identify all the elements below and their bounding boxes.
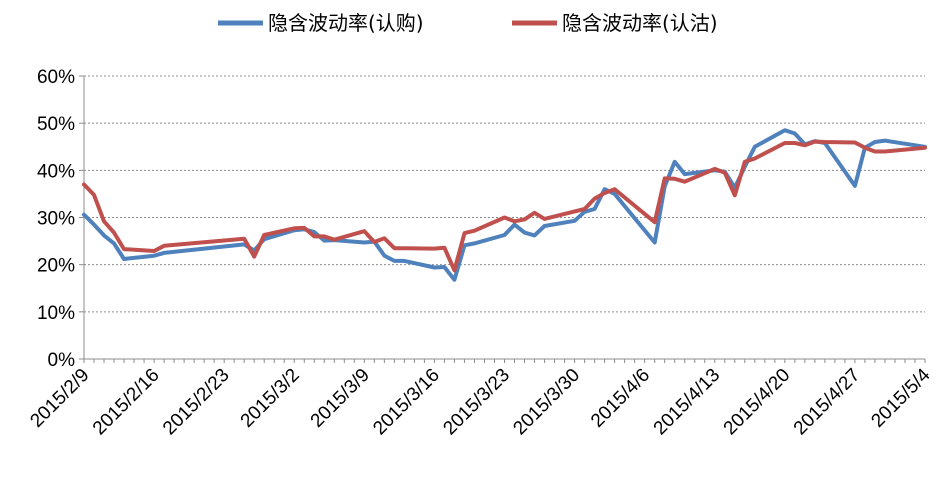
y-tick-label: 0% [48, 350, 76, 371]
x-tick-label: 2015/4/6 [587, 365, 654, 432]
x-tick-label: 2015/3/9 [307, 365, 374, 432]
y-axis: 0% 10% 20% 30% 40% 50% 60% [37, 67, 85, 371]
series-line-put [82, 139, 927, 273]
y-tick-label: 40% [37, 161, 75, 182]
y-tick-label: 60% [37, 67, 75, 88]
x-tick-label: 2015/3/16 [369, 365, 444, 440]
x-tick-label: 2015/5/4 [867, 364, 934, 431]
x-tick-label: 2015/3/30 [509, 365, 584, 440]
legend-label: 隐含波动率(认购) [268, 11, 424, 35]
x-tick-label: 2015/2/23 [159, 365, 234, 440]
y-tick-label: 30% [37, 209, 75, 230]
x-tick-label: 2015/3/2 [237, 365, 304, 432]
series-line-call [82, 128, 927, 282]
legend: 隐含波动率(认购) 隐含波动率(认沽) [218, 11, 718, 35]
y-tick-label: 20% [37, 256, 75, 277]
series-lines [82, 128, 927, 282]
x-tick-label: 2015/4/27 [790, 365, 865, 440]
x-tick-label: 2015/3/23 [439, 365, 514, 440]
x-tick-label: 2015/2/9 [26, 365, 93, 432]
y-tick-label: 10% [37, 303, 75, 324]
gridlines [84, 75, 925, 313]
x-tick-label: 2015/2/16 [89, 365, 164, 440]
x-tick-label: 2015/4/20 [720, 365, 795, 440]
legend-label: 隐含波动率(认沽) [562, 11, 718, 35]
y-tick-label: 50% [37, 114, 75, 135]
x-tick-label: 2015/4/13 [650, 365, 725, 440]
